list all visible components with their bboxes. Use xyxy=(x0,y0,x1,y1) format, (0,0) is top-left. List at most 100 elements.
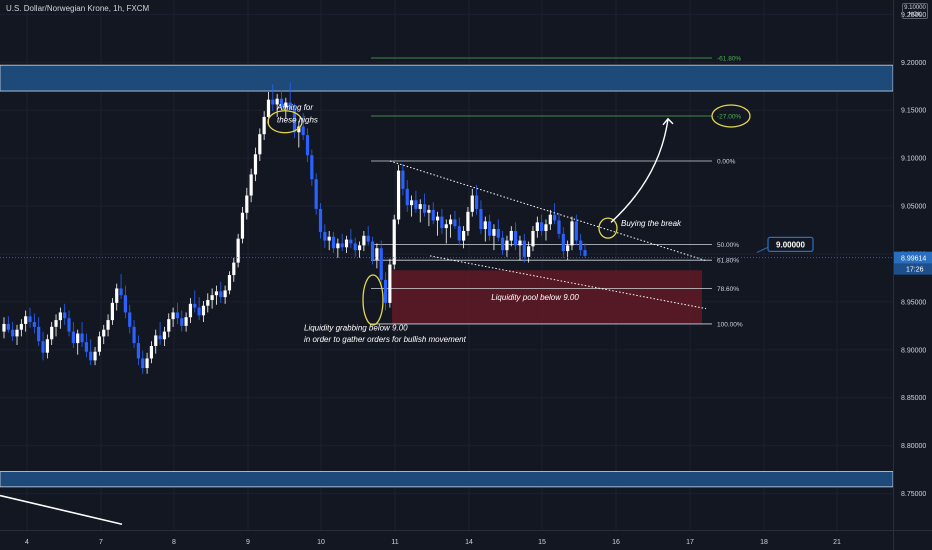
candle xyxy=(97,331,101,356)
candle xyxy=(284,97,288,119)
price-axis[interactable]: 9.250009.200009.150009.100009.050009.000… xyxy=(893,0,932,550)
candle xyxy=(301,113,305,140)
candle-body xyxy=(574,221,578,241)
candle-body xyxy=(171,312,175,320)
breakout-arrow xyxy=(610,118,669,223)
candle-body xyxy=(214,291,219,296)
candle-body xyxy=(149,345,154,359)
symbol-title[interactable]: U.S. Dollar/Norwegian Krone, 1h, FXCM xyxy=(6,4,150,13)
candle xyxy=(544,219,548,241)
candle-body xyxy=(392,219,396,265)
candle xyxy=(89,339,93,366)
candle-body xyxy=(522,240,526,257)
fib-label: 78.60% xyxy=(717,286,739,293)
candle-body xyxy=(314,179,318,209)
candle-body xyxy=(253,154,258,175)
candle xyxy=(318,203,323,239)
candle-body xyxy=(331,236,336,249)
candle xyxy=(375,243,379,269)
candle-body xyxy=(236,238,240,263)
candle xyxy=(32,313,36,334)
candle xyxy=(227,271,232,295)
candle-body xyxy=(232,262,236,276)
candle-body xyxy=(357,245,362,251)
candle-body xyxy=(501,237,505,251)
fib-label: 61.80% xyxy=(717,258,739,265)
candle xyxy=(128,304,132,334)
candle xyxy=(492,224,496,251)
candle-body xyxy=(527,246,531,257)
candle xyxy=(349,229,353,249)
highlight-circle-break xyxy=(598,217,618,239)
candle-body xyxy=(318,208,323,232)
liquidity-pool-label: Liquidity pool below 9.00 xyxy=(491,293,579,302)
candle xyxy=(448,214,453,238)
candle-body xyxy=(518,240,522,246)
candle-body xyxy=(266,99,271,117)
candle-body xyxy=(553,214,557,221)
candle xyxy=(444,219,448,244)
fibonacci-layer: -61.80% -27.00% 0.00% 50.00% 61.80% 78.60% 100… xyxy=(371,55,743,328)
candle xyxy=(6,316,10,333)
candle-body xyxy=(262,116,266,135)
candle-body xyxy=(370,241,375,260)
fib-label: -27.00% xyxy=(717,113,741,120)
candle-body xyxy=(514,230,518,246)
drawings-layer: Aiming for these highs Buying the break Liq… xyxy=(0,103,893,526)
candle-body xyxy=(110,302,114,321)
candle-body xyxy=(292,109,297,133)
candle xyxy=(67,310,71,337)
candle-body xyxy=(427,209,431,213)
time-tick-label: 14 xyxy=(465,539,473,546)
candle-body xyxy=(383,279,388,303)
time-axis[interactable]: 4 7 8 9 10 11 14 15 16 17 18 21 xyxy=(0,530,932,547)
candle xyxy=(171,307,175,327)
price-tick-label: 9.20000 xyxy=(901,60,926,67)
diagonal-line xyxy=(0,494,123,526)
candle xyxy=(505,235,509,257)
candle xyxy=(388,258,392,308)
candle-body xyxy=(418,204,422,209)
fib-label: 100.00% xyxy=(717,321,743,328)
price-tick-label: 9.10000 xyxy=(901,156,926,163)
candle xyxy=(531,226,535,252)
candle xyxy=(574,214,578,246)
candle xyxy=(193,290,197,313)
candle xyxy=(206,293,210,313)
candle xyxy=(501,230,505,255)
candle xyxy=(579,233,583,256)
candle xyxy=(440,208,444,234)
candle xyxy=(327,230,331,251)
candle xyxy=(366,226,370,246)
candle xyxy=(409,195,414,217)
candle xyxy=(141,350,145,374)
candle-body xyxy=(210,295,214,300)
candle xyxy=(11,322,15,342)
candlesticks xyxy=(2,82,587,374)
current-price-badge xyxy=(894,251,932,264)
candle xyxy=(522,233,526,263)
candle-body xyxy=(115,288,119,303)
candle xyxy=(249,168,253,203)
candle xyxy=(514,222,518,251)
candle-body xyxy=(84,342,88,352)
candle xyxy=(314,173,318,215)
candle xyxy=(15,324,19,346)
candle-body xyxy=(132,326,136,344)
candle-body xyxy=(184,317,188,326)
time-tick-label: 11 xyxy=(391,539,398,546)
candle xyxy=(253,147,258,182)
candle-body xyxy=(15,329,19,337)
time-tick-label: 7 xyxy=(99,539,103,546)
resistance-zone xyxy=(0,64,894,92)
currency-box[interactable]: 9.10000 NOK xyxy=(902,3,928,19)
candle-body xyxy=(180,318,184,326)
candle-body xyxy=(435,216,440,221)
candle-body xyxy=(366,235,370,242)
candle xyxy=(488,214,492,241)
candle xyxy=(383,272,388,311)
candle-body xyxy=(245,195,249,213)
candle-body xyxy=(271,99,275,105)
time-tick-label: 16 xyxy=(612,539,620,546)
